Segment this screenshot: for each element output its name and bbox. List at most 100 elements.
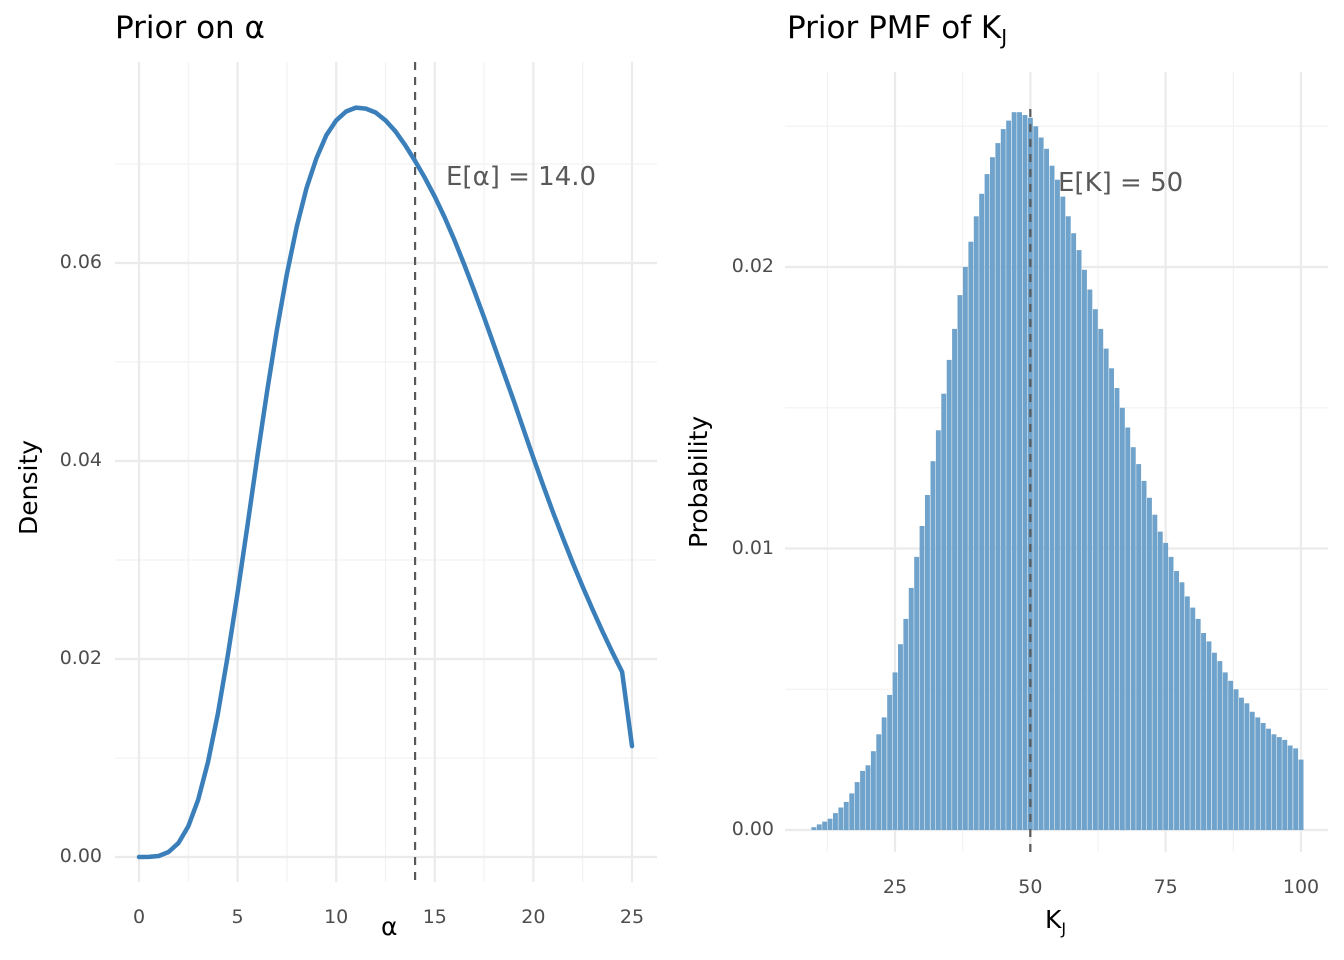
pmf-bar <box>865 765 871 830</box>
pmf-bar <box>1022 115 1028 830</box>
pmf-bar <box>1233 689 1239 831</box>
pmf-bar <box>1228 680 1234 830</box>
pmf-bar <box>1260 723 1266 830</box>
x-tick-label: 20 <box>521 906 546 928</box>
pmf-bar <box>1114 388 1120 830</box>
pmf-bar <box>1087 289 1093 830</box>
pmf-bar <box>860 770 865 830</box>
pmf-bar <box>881 717 887 830</box>
y-tick-label: 0.04 <box>59 449 102 471</box>
pmf-bar <box>1060 196 1066 831</box>
x-tick-label: 50 <box>1018 876 1043 898</box>
pmf-bar <box>1055 179 1060 830</box>
pmf-bar <box>1103 348 1109 830</box>
pmf-bar <box>952 328 957 830</box>
pmf-bar <box>1098 328 1104 830</box>
pmf-bar <box>1152 514 1158 830</box>
y-axis-label: Density <box>14 439 43 535</box>
pmf-bar <box>1217 661 1223 830</box>
pmf-bar <box>1092 309 1098 830</box>
pmf-bar <box>1157 531 1163 830</box>
pmf-bar <box>962 267 968 830</box>
pmf-bar <box>1125 427 1131 830</box>
pmf-bar <box>1033 126 1039 831</box>
pmf-bar <box>1147 497 1152 830</box>
pmf-bar <box>1222 672 1228 830</box>
pmf-bar <box>984 174 990 831</box>
pmf-bar <box>854 782 860 830</box>
pmf-bar <box>887 694 893 830</box>
pmf-bar <box>843 801 849 831</box>
pmf-bar <box>849 793 855 830</box>
pmf-bar <box>957 295 963 831</box>
pmf-bar <box>838 807 844 830</box>
pmf-bar <box>876 734 882 830</box>
alpha-prior-panel: Prior on α 0.00 0.02 0.04 0.06 0 5 10 15 20 25 α… <box>14 10 657 941</box>
pmf-bar <box>941 393 947 830</box>
pmf-bar <box>1071 233 1077 830</box>
pmf-bar <box>908 587 914 830</box>
pmf-bar <box>1076 250 1082 831</box>
pmf-bar <box>870 751 876 830</box>
pmf-bar <box>1017 112 1022 830</box>
pmf-bar <box>1141 480 1147 830</box>
alpha-density-plot <box>115 62 657 882</box>
pmf-bar <box>919 526 925 830</box>
y-tick-label: 0.00 <box>59 845 102 867</box>
y-tick-label: 0.02 <box>59 647 102 669</box>
pmf-bar <box>1168 556 1174 830</box>
pmf-bar <box>1044 148 1049 831</box>
xlabel-subscript: J <box>1061 919 1067 938</box>
pmf-bar <box>935 430 941 830</box>
pmf-bar <box>1266 728 1271 830</box>
title-text: Prior PMF of K <box>787 10 1002 46</box>
pmf-bar <box>1239 697 1244 830</box>
pmf-bar <box>1109 368 1114 830</box>
pmf-bar <box>811 827 817 830</box>
pmf-bar <box>1179 582 1185 830</box>
pmf-bar <box>1184 596 1190 830</box>
x-tick-label: 0 <box>132 906 146 928</box>
pmf-bar <box>1206 641 1212 830</box>
pmf-bar <box>1201 633 1206 831</box>
pmf-bar <box>990 157 995 830</box>
pmf-bar <box>1249 711 1255 830</box>
pmf-bar <box>833 813 838 830</box>
pmf-bar <box>1065 216 1071 831</box>
density-curve <box>136 105 635 860</box>
pmf-bar <box>1244 703 1250 830</box>
pmf-bar <box>1006 120 1012 831</box>
pmf-bar <box>1255 717 1261 830</box>
y-tick-label: 0.02 <box>731 255 774 277</box>
x-tick-label: 75 <box>1153 876 1178 898</box>
pmf-bar <box>930 461 936 830</box>
x-axis-label: KJ <box>1045 905 1066 938</box>
pmf-bar <box>1000 129 1006 831</box>
pmf-bar <box>1136 464 1142 830</box>
pmf-bar <box>1119 407 1125 831</box>
pmf-bar <box>827 818 833 830</box>
y-axis-label: Probability <box>684 415 713 548</box>
pmf-bar <box>946 359 952 830</box>
alpha-prior-title: Prior on α <box>115 10 265 46</box>
x-tick-label: 5 <box>231 906 244 928</box>
pmf-bar <box>1038 137 1044 830</box>
pmf-bar <box>914 556 920 830</box>
x-tick-label: 15 <box>422 906 447 928</box>
pmf-bar <box>1130 447 1136 830</box>
pmf-bar <box>1174 571 1179 830</box>
mean-annotation: E[K] = 50 <box>1058 168 1184 198</box>
x-tick-label: 10 <box>324 906 349 928</box>
k-pmf-panel: Prior PMF of KJ 0.00 0.01 0.02 25 50 75 100 K… <box>672 0 1344 960</box>
pmf-bar <box>1287 745 1293 830</box>
pmf-bar <box>1212 652 1217 830</box>
pmf-bar <box>1195 618 1201 830</box>
x-tick-label: 100 <box>1282 876 1320 898</box>
k-pmf-bar-plot <box>785 72 1328 852</box>
pmf-bar <box>1190 607 1196 830</box>
pmf-bar <box>925 495 930 830</box>
pmf-bar <box>892 672 898 830</box>
pmf-bar <box>816 824 822 830</box>
pmf-bar <box>822 821 828 830</box>
pmf-bar <box>1293 748 1299 830</box>
